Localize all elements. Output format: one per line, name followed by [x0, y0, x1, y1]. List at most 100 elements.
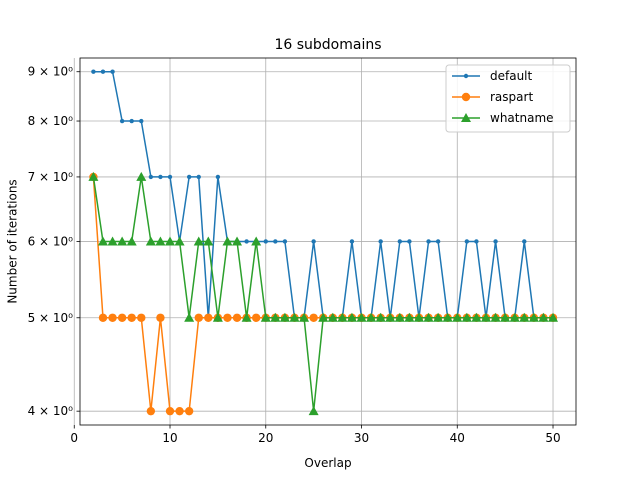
data-point-whatname	[404, 312, 415, 322]
x-tick-label: 30	[354, 431, 369, 445]
data-point-whatname	[107, 236, 118, 246]
data-point-raspart	[232, 313, 242, 322]
y-tick-label: 4 × 10⁰	[28, 404, 74, 418]
data-point-whatname	[136, 171, 147, 181]
x-tick-label: 10	[162, 431, 177, 445]
data-point-raspart	[108, 313, 117, 322]
y-axis-label: Number of iterations	[6, 179, 20, 303]
y-tick-label: 9 × 10⁰	[28, 65, 74, 79]
data-point-default	[148, 174, 154, 180]
series-raspart	[89, 172, 558, 416]
data-point-whatname	[423, 312, 434, 322]
legend-box	[445, 64, 571, 133]
y-tick-label: 7 × 10⁰	[28, 170, 74, 184]
data-point-whatname	[375, 312, 386, 322]
data-point-whatname	[500, 312, 511, 322]
data-point-default	[273, 239, 278, 244]
data-point-default	[186, 174, 192, 180]
data-point-whatname	[184, 312, 195, 322]
data-point-whatname	[318, 312, 329, 322]
data-point-whatname	[490, 312, 501, 322]
data-point-whatname	[241, 312, 252, 322]
data-point-default	[378, 239, 383, 244]
data-point-raspart	[98, 313, 108, 322]
data-point-raspart	[184, 406, 194, 416]
legend: default raspart whatname	[445, 64, 571, 133]
data-point-default	[110, 69, 115, 74]
data-point-raspart	[156, 313, 165, 322]
data-point-default	[167, 174, 173, 180]
data-point-whatname	[442, 312, 453, 322]
data-point-whatname	[519, 312, 530, 322]
x-tick-label: 20	[258, 431, 273, 445]
data-point-default	[282, 239, 288, 244]
data-point-default	[435, 239, 441, 244]
data-point-default	[464, 239, 470, 244]
legend-item-whatname: whatname	[452, 111, 554, 125]
legend-label-default: default	[490, 69, 533, 83]
legend-marker-default	[463, 73, 469, 79]
series-whatname	[88, 171, 559, 416]
data-point-whatname	[260, 312, 271, 322]
data-point-raspart	[251, 313, 261, 322]
data-point-whatname	[299, 312, 310, 322]
data-point-raspart	[309, 313, 318, 322]
y-tick-label: 6 × 10⁰	[28, 234, 74, 248]
data-point-default	[139, 118, 144, 124]
data-point-default	[244, 239, 249, 244]
data-point-whatname	[452, 312, 463, 322]
data-point-whatname	[251, 236, 262, 246]
data-point-default	[397, 239, 403, 244]
data-point-raspart	[146, 406, 156, 416]
data-point-whatname	[461, 312, 472, 322]
data-point-whatname	[385, 312, 396, 322]
data-point-whatname	[394, 312, 405, 322]
data-point-whatname	[193, 236, 204, 246]
data-point-whatname	[337, 312, 348, 322]
y-tick-label: 8 × 10⁰	[28, 114, 74, 128]
data-point-raspart	[117, 313, 127, 322]
data-point-whatname	[509, 312, 520, 322]
x-axis-label: Overlap	[304, 456, 351, 470]
data-point-default	[263, 239, 268, 244]
data-point-whatname	[155, 236, 166, 246]
data-point-whatname	[538, 312, 549, 322]
y-tick-label: 5 × 10⁰	[28, 311, 74, 325]
data-point-whatname	[222, 236, 233, 246]
data-point-whatname	[471, 312, 482, 322]
data-point-whatname	[212, 312, 223, 322]
data-point-whatname	[145, 236, 156, 246]
x-tick-label: 0	[70, 431, 78, 445]
data-point-raspart	[137, 313, 146, 322]
x-tick-label: 40	[450, 431, 465, 445]
legend-label-whatname: whatname	[490, 111, 554, 125]
data-point-default	[215, 174, 221, 180]
data-point-default	[311, 239, 316, 244]
data-point-whatname	[232, 236, 243, 246]
data-point-default	[474, 239, 479, 244]
data-point-whatname	[289, 312, 300, 322]
data-point-default	[407, 239, 412, 244]
data-point-default	[158, 174, 163, 180]
data-point-whatname	[126, 236, 137, 246]
data-point-whatname	[413, 312, 424, 322]
legend-marker-raspart	[461, 92, 471, 102]
data-point-whatname	[528, 312, 539, 322]
series-line-whatname	[92, 176, 554, 412]
data-point-whatname	[88, 171, 99, 181]
legend-label-raspart: raspart	[490, 90, 533, 104]
data-point-whatname	[433, 312, 444, 322]
data-point-whatname	[279, 312, 290, 322]
data-point-default	[493, 239, 498, 244]
data-point-raspart	[175, 406, 184, 416]
data-point-default	[349, 239, 355, 244]
data-point-whatname	[308, 406, 319, 416]
data-point-whatname	[327, 312, 338, 322]
data-point-raspart	[194, 313, 203, 322]
data-point-default	[91, 69, 96, 74]
data-point-default	[522, 239, 527, 244]
series-line-raspart	[92, 176, 554, 412]
data-point-whatname	[366, 312, 377, 322]
data-point-default	[426, 239, 431, 244]
